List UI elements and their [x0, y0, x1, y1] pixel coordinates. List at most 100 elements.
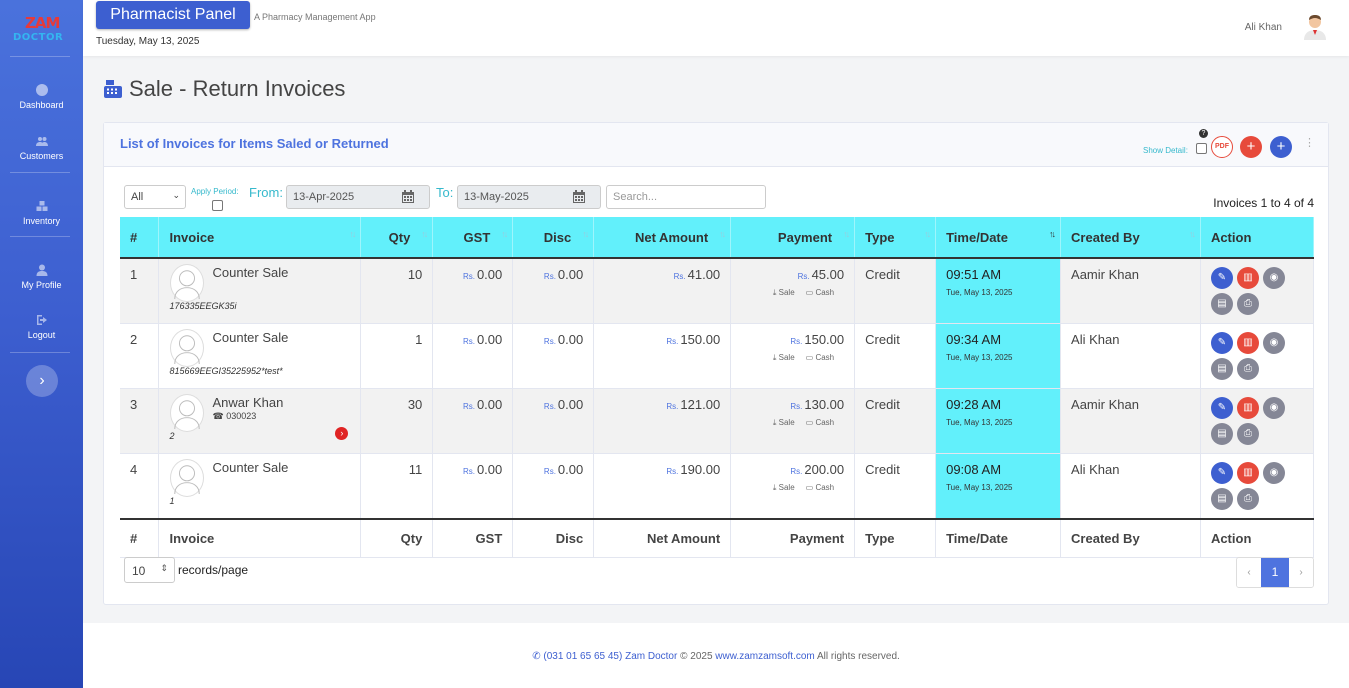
print-icon[interactable]: ⎙ — [1236, 293, 1259, 315]
sidebar-item-inventory[interactable]: Inventory — [0, 200, 83, 226]
col-header-label: Qty — [388, 229, 411, 245]
per-page-select[interactable]: 10 ⇕ — [124, 557, 175, 583]
cell-invoice[interactable]: Counter Sale 1 — [158, 453, 362, 520]
invoices-table: # Invoice ↑↓ Qty ↑↓ GST ↑↓ Disc ↑↓ Net Amoun… — [120, 217, 1315, 558]
invoice-code: 1 — [169, 496, 175, 506]
pdf-export-button[interactable]: PDF — [1211, 136, 1233, 158]
document-icon[interactable]: ▤ — [1210, 423, 1233, 445]
pagination: ‹ 1 › — [1236, 557, 1314, 588]
sidebar-item-label: My Profile — [21, 280, 62, 290]
panel-title[interactable]: Pharmacist Panel — [96, 1, 250, 29]
footer-phone-link[interactable]: (031 01 65 65 45) Zam Doctor — [543, 651, 678, 662]
cell-invoice[interactable]: Counter Sale 176335EEGK35i — [158, 258, 362, 324]
sidebar-divider — [10, 56, 70, 57]
customer-name[interactable]: Counter Sale — [212, 265, 289, 280]
footer-site-link[interactable]: www.zamzamsoft.com — [715, 651, 815, 662]
col-header-time-date[interactable]: Time/Date ↑↓ — [935, 217, 1062, 259]
col-header-label: Time/Date — [946, 229, 1008, 245]
cell-invoice[interactable]: Anwar Khan ☎ 030023 2 › — [158, 388, 362, 454]
edit-icon[interactable]: ✎ — [1210, 267, 1233, 289]
currency-label: Rs. — [462, 337, 475, 346]
more-options-icon[interactable]: ⋮ — [1304, 137, 1315, 149]
calendar-icon[interactable] — [401, 190, 415, 204]
col-header-created-by[interactable]: Created By ↑↓ — [1060, 217, 1201, 259]
edit-icon[interactable]: ✎ — [1210, 332, 1233, 354]
search-input[interactable]: Search... — [606, 185, 766, 209]
customer-name[interactable]: Counter Sale — [212, 460, 289, 475]
page-heading: Sale - Return Invoices — [103, 76, 345, 102]
phone-icon: ✆ — [532, 651, 541, 662]
currency-label: Rs. — [666, 402, 679, 411]
help-icon[interactable]: ? — [1199, 129, 1208, 138]
view-icon[interactable]: ◉ — [1262, 462, 1285, 484]
app-logo[interactable]: ZAM DOCTOR — [13, 12, 71, 46]
delete-icon[interactable]: ▥ — [1236, 397, 1259, 419]
delete-icon[interactable]: ▥ — [1236, 332, 1259, 354]
cell-payment: Rs. 200.00 ⤓ Sale ▭ Cash — [730, 453, 856, 520]
sidebar-item-customers[interactable]: Customers — [0, 135, 83, 161]
cash-label: Cash — [815, 288, 835, 297]
from-date-input[interactable]: 13-Apr-2025 — [286, 185, 430, 209]
col-header-disc[interactable]: Disc ↑↓ — [512, 217, 595, 259]
delete-icon[interactable]: ▥ — [1236, 267, 1259, 289]
cell-net-amount: Rs. 150.00 — [593, 323, 732, 389]
cell-action: ✎ ▥ ◉ ▤ ⎙ — [1200, 453, 1315, 520]
show-detail-checkbox[interactable] — [1196, 143, 1207, 154]
time-value: 09:34 AM — [946, 332, 1002, 347]
sidebar-item-logout[interactable]: Logout — [0, 314, 83, 340]
add-return-button[interactable]: + — [1240, 136, 1262, 158]
sidebar-item-dashboard[interactable]: Dashboard — [0, 84, 83, 110]
document-icon[interactable]: ▤ — [1210, 293, 1233, 315]
updown-icon: ⇕ — [160, 563, 168, 573]
cash-register-icon — [104, 80, 122, 98]
user-name[interactable]: Ali Khan — [1244, 22, 1282, 33]
cell-invoice[interactable]: Counter Sale 815669EEGI35225952*test* — [158, 323, 362, 389]
type-select[interactable]: All ⌄ — [124, 185, 186, 209]
customer-name[interactable]: Counter Sale — [212, 330, 289, 345]
print-icon[interactable]: ⎙ — [1236, 488, 1259, 510]
col-header-no[interactable]: # — [120, 217, 160, 259]
cell-no: 2 — [120, 323, 160, 389]
sidebar-item-label: Logout — [27, 330, 56, 340]
edit-icon[interactable]: ✎ — [1210, 397, 1233, 419]
avatar[interactable] — [1303, 14, 1327, 40]
sidebar-toggle-button[interactable]: › — [26, 365, 58, 397]
per-page-value: 10 — [132, 564, 146, 578]
delete-icon[interactable]: ▥ — [1236, 462, 1259, 484]
print-icon[interactable]: ⎙ — [1236, 358, 1259, 380]
currency-label: Rs. — [543, 467, 556, 476]
add-sale-button[interactable]: + — [1270, 136, 1292, 158]
chevron-down-icon: ⌄ — [172, 190, 180, 200]
cell-qty: 10 — [360, 258, 434, 324]
invoice-code: 815669EEGI35225952*test* — [169, 366, 283, 376]
cell-qty: 1 — [360, 323, 434, 389]
page-button-current[interactable]: 1 — [1261, 558, 1289, 587]
sidebar-item-my-profile[interactable]: My Profile — [0, 264, 83, 290]
col-header-net-amount[interactable]: Net Amount ↑↓ — [593, 217, 732, 259]
customer-name[interactable]: Anwar Khan — [212, 395, 284, 410]
cell-disc: Rs. 0.00 — [512, 323, 595, 389]
col-header-type[interactable]: Type ↑↓ — [854, 217, 937, 259]
cell-type: Credit — [854, 388, 937, 454]
edit-icon[interactable]: ✎ — [1210, 462, 1233, 484]
disc-value: 0.00 — [557, 462, 584, 477]
view-icon[interactable]: ◉ — [1262, 267, 1285, 289]
document-icon[interactable]: ▤ — [1210, 358, 1233, 380]
chevron-right-icon[interactable]: › — [335, 427, 349, 440]
calendar-icon[interactable] — [572, 190, 586, 204]
page-prev-button[interactable]: ‹ — [1237, 558, 1261, 587]
download-icon: ⤓ — [772, 483, 777, 492]
page-next-button[interactable]: › — [1289, 558, 1313, 587]
view-icon[interactable]: ◉ — [1262, 397, 1285, 419]
to-date-input[interactable]: 13-May-2025 — [457, 185, 601, 209]
gst-value: 0.00 — [476, 332, 503, 347]
col-header-payment[interactable]: Payment ↑↓ — [730, 217, 856, 259]
apply-period-checkbox[interactable] — [212, 200, 223, 211]
col-header-gst[interactable]: GST ↑↓ — [432, 217, 514, 259]
print-icon[interactable]: ⎙ — [1236, 423, 1259, 445]
col-header-invoice[interactable]: Invoice ↑↓ — [158, 217, 362, 259]
col-header-qty[interactable]: Qty ↑↓ — [360, 217, 434, 259]
document-icon[interactable]: ▤ — [1210, 488, 1233, 510]
view-icon[interactable]: ◉ — [1262, 332, 1285, 354]
col-footer-type: Type — [854, 518, 937, 558]
